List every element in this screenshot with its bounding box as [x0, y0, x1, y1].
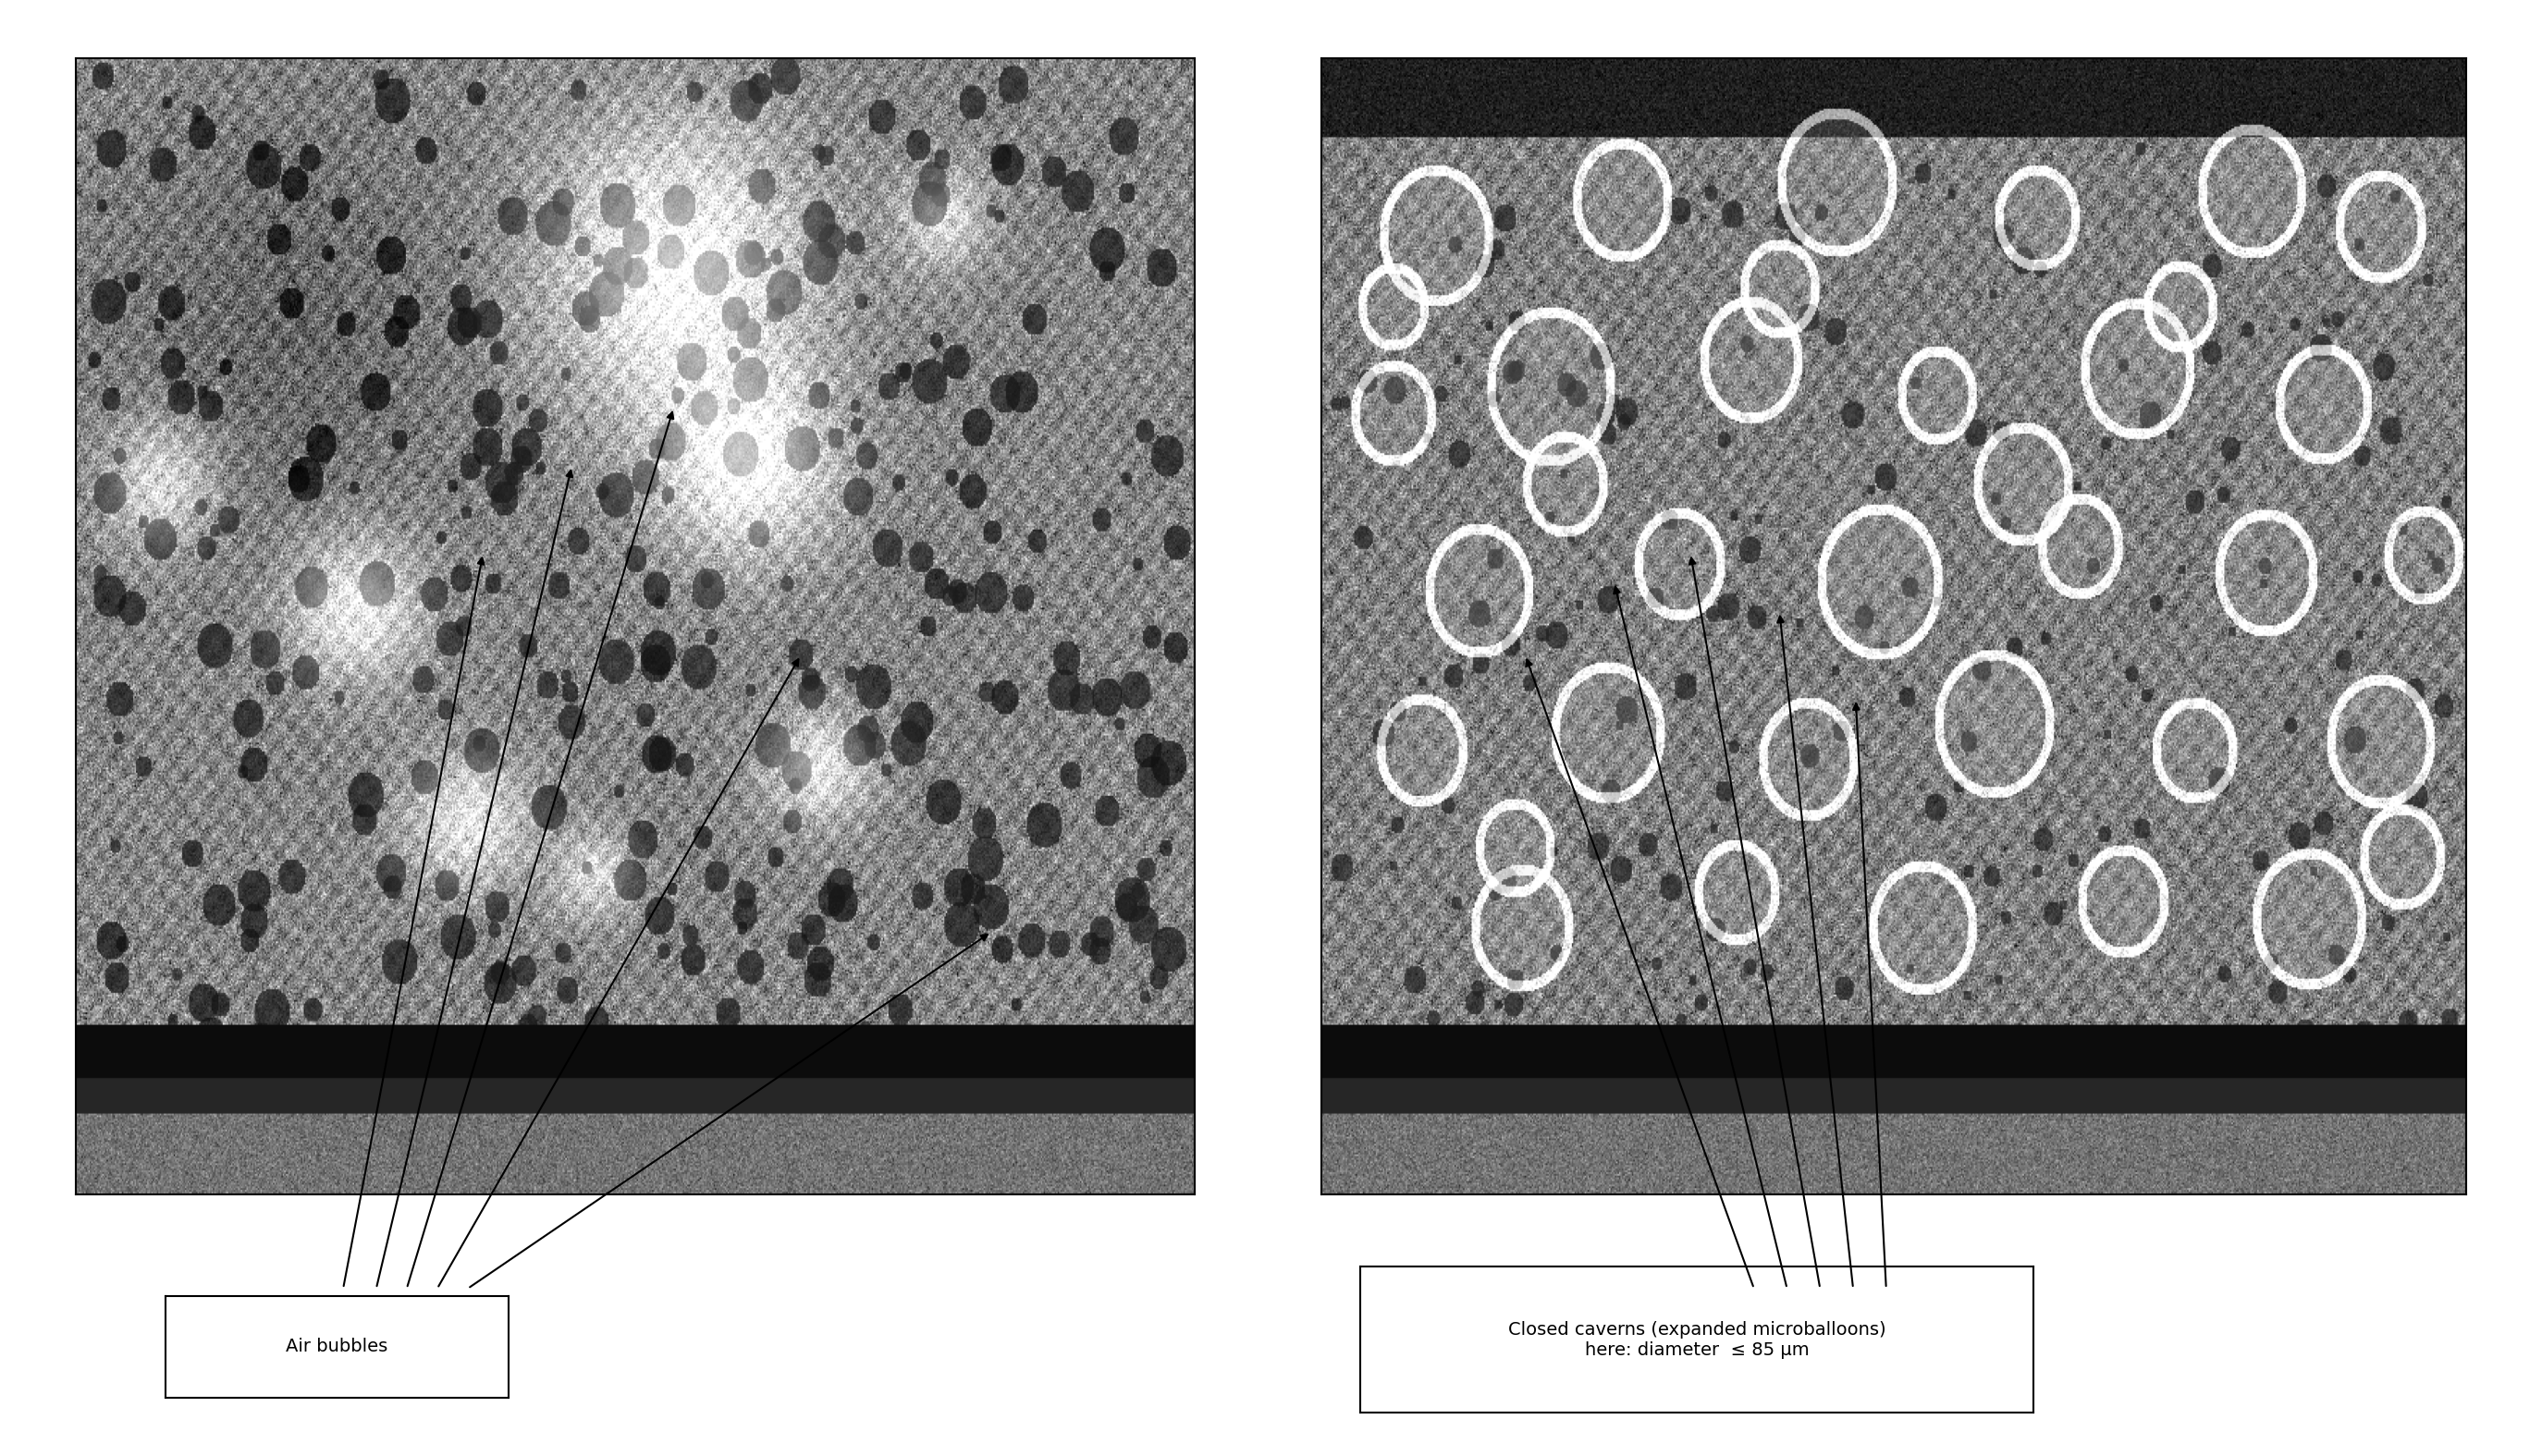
- Text: Closed caverns (expanded microballoons)
here: diameter  ≤ 85 μm: Closed caverns (expanded microballoons) …: [1507, 1321, 1886, 1358]
- Text: Air bubbles: Air bubbles: [285, 1338, 389, 1356]
